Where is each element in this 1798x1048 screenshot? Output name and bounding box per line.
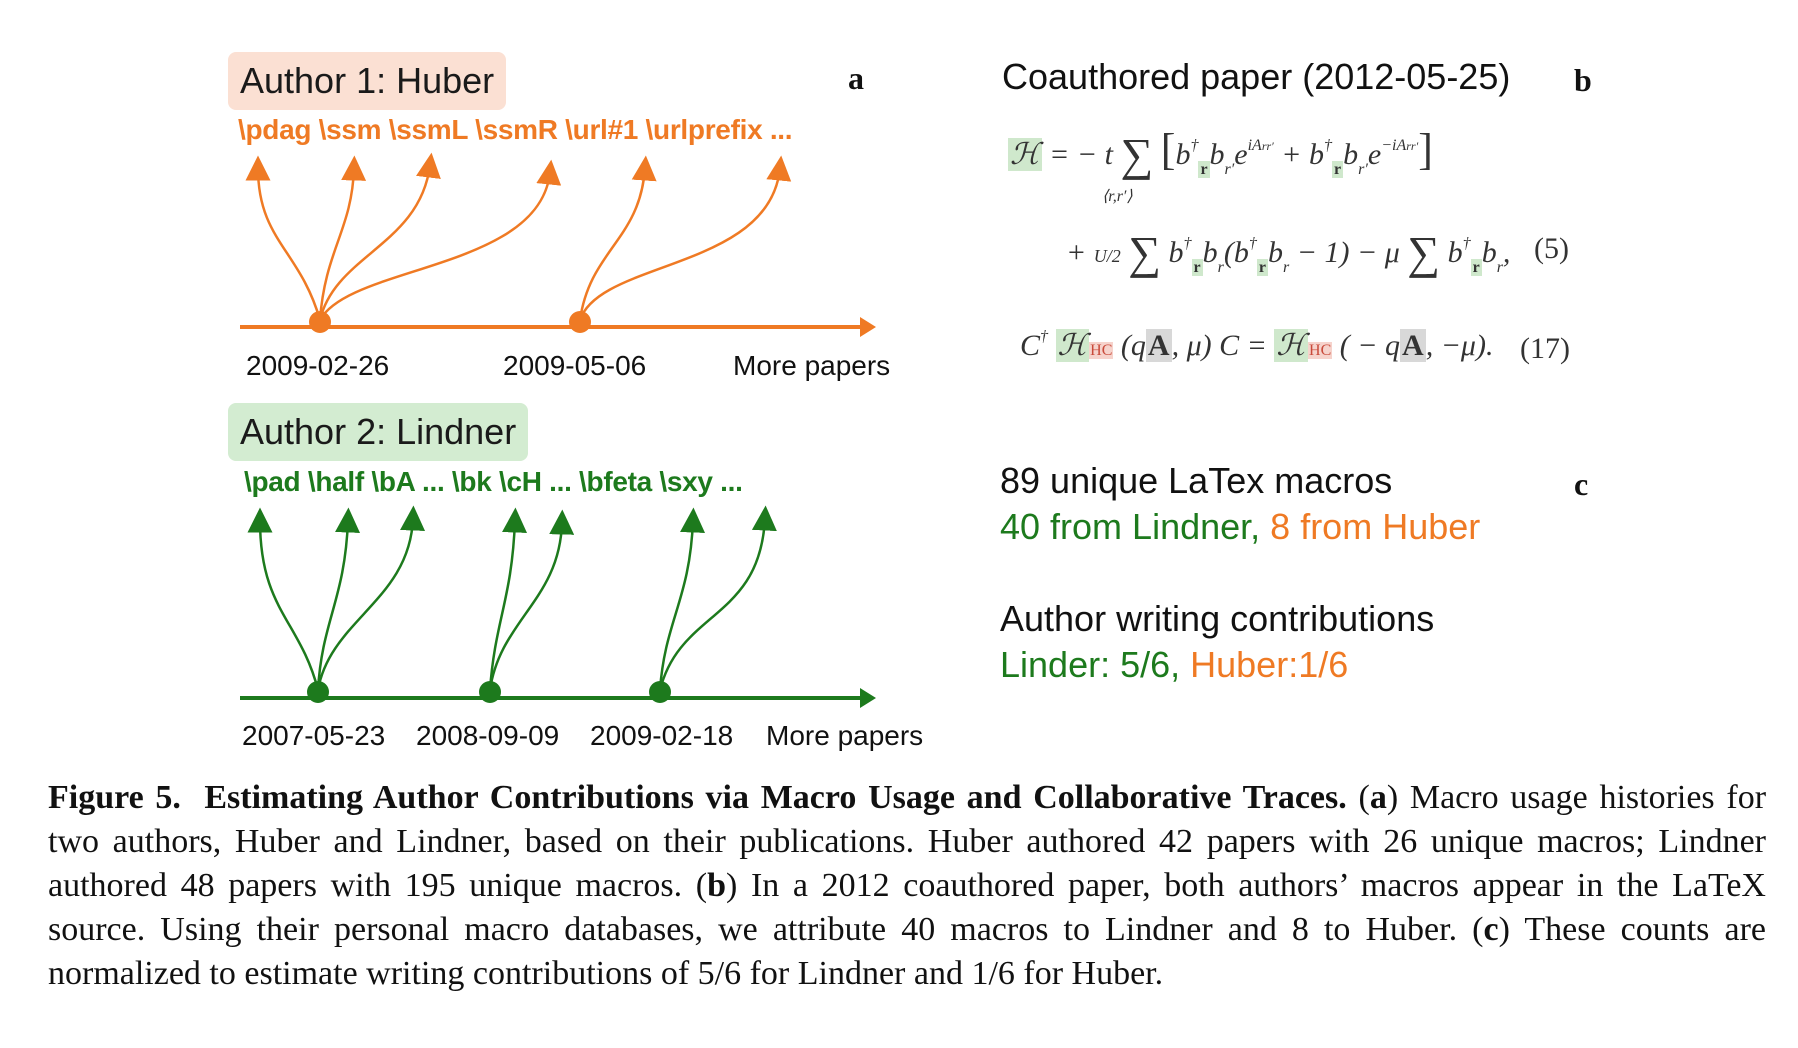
- coauthored-paper-title: Coauthored paper (2012-05-25): [1002, 56, 1511, 97]
- caption-figure-label: Figure 5.: [48, 779, 181, 816]
- unique-macros-total: 89 unique LaTex macros: [1000, 460, 1393, 501]
- figure-caption: Figure 5. Estimating Author Contribution…: [48, 779, 1767, 992]
- macro-attribution-line: 40 from Lindner, 8 from Huber: [1000, 506, 1480, 548]
- lindner-date-3: 2009-02-18: [590, 720, 734, 751]
- huber-more-papers: More papers: [733, 350, 891, 381]
- huber-paper-node: [569, 311, 591, 333]
- caption-part-c-label: c: [1483, 911, 1499, 948]
- contributions-line: Linder: 5/6, Huber:1/6: [1000, 644, 1348, 686]
- caption-part-a-text: Macro usage histories for two authors, H…: [48, 779, 1767, 904]
- equation-5-line-1: ℋ = − t ∑ [b†rbr′eiArr′ + b†rbr′e−iArr′]: [1008, 125, 1433, 180]
- contribution-lindner: Linder: 5/6,: [1000, 644, 1181, 685]
- caption-title: Estimating Author Contributions via Macr…: [204, 779, 1347, 816]
- caption-part-c-text: These counts are normalized to estimate …: [48, 911, 1766, 992]
- macros-from-huber: 8 from Huber: [1270, 506, 1481, 547]
- huber-date-2: 2009-05-06: [503, 350, 647, 381]
- equation-17: C† ℋ HC (qA, μ) C = ℋ HC ( − qA, −μ).: [1020, 328, 1494, 362]
- contributions-title: Author writing contributions: [1000, 598, 1435, 639]
- lindner-date-1: 2007-05-23: [242, 720, 386, 751]
- equation-17-number: (17): [1520, 332, 1570, 365]
- lindner-timeline: [240, 505, 876, 708]
- huber-paper-node: [309, 311, 331, 333]
- lindner-paper-node: [307, 681, 329, 703]
- caption-part-a-label: a: [1369, 779, 1387, 816]
- lindner-date-2: 2008-09-09: [416, 720, 560, 751]
- equation-5-sum-index: ⟨r,r′⟩: [1102, 188, 1133, 205]
- panel-b-letter: b: [1574, 62, 1592, 98]
- panel-a-letter: a: [848, 60, 864, 96]
- lindner-macro-list: \pad \half \bA ... \bk \cH ... \bfeta \s…: [244, 466, 743, 497]
- panel-c-letter: c: [1574, 466, 1589, 502]
- lindner-paper-node: [479, 681, 501, 703]
- caption-part-b-label: b: [707, 867, 727, 904]
- author2-label: Author 2: Lindner: [228, 403, 529, 461]
- huber-timeline: [240, 152, 876, 337]
- huber-macro-list: \pdag \ssm \ssmL \ssmR \url#1 \urlprefix…: [238, 114, 793, 145]
- equation-5-line-2: + U/2 ∑ b†rbr(b†rbr − 1) − μ ∑ b†rbr,: [1066, 227, 1511, 278]
- lindner-paper-node: [649, 681, 671, 703]
- contribution-huber: Huber:1/6: [1190, 644, 1349, 685]
- huber-date-1: 2009-02-26: [246, 350, 390, 381]
- macros-from-lindner: 40 from Lindner,: [1000, 506, 1261, 547]
- lindner-more-papers: More papers: [766, 720, 924, 751]
- equation-5-number: (5): [1534, 232, 1569, 265]
- author1-label: Author 1: Huber: [228, 52, 507, 110]
- caption-part-b-text: In a 2012 coauthored paper, both authors…: [48, 867, 1766, 948]
